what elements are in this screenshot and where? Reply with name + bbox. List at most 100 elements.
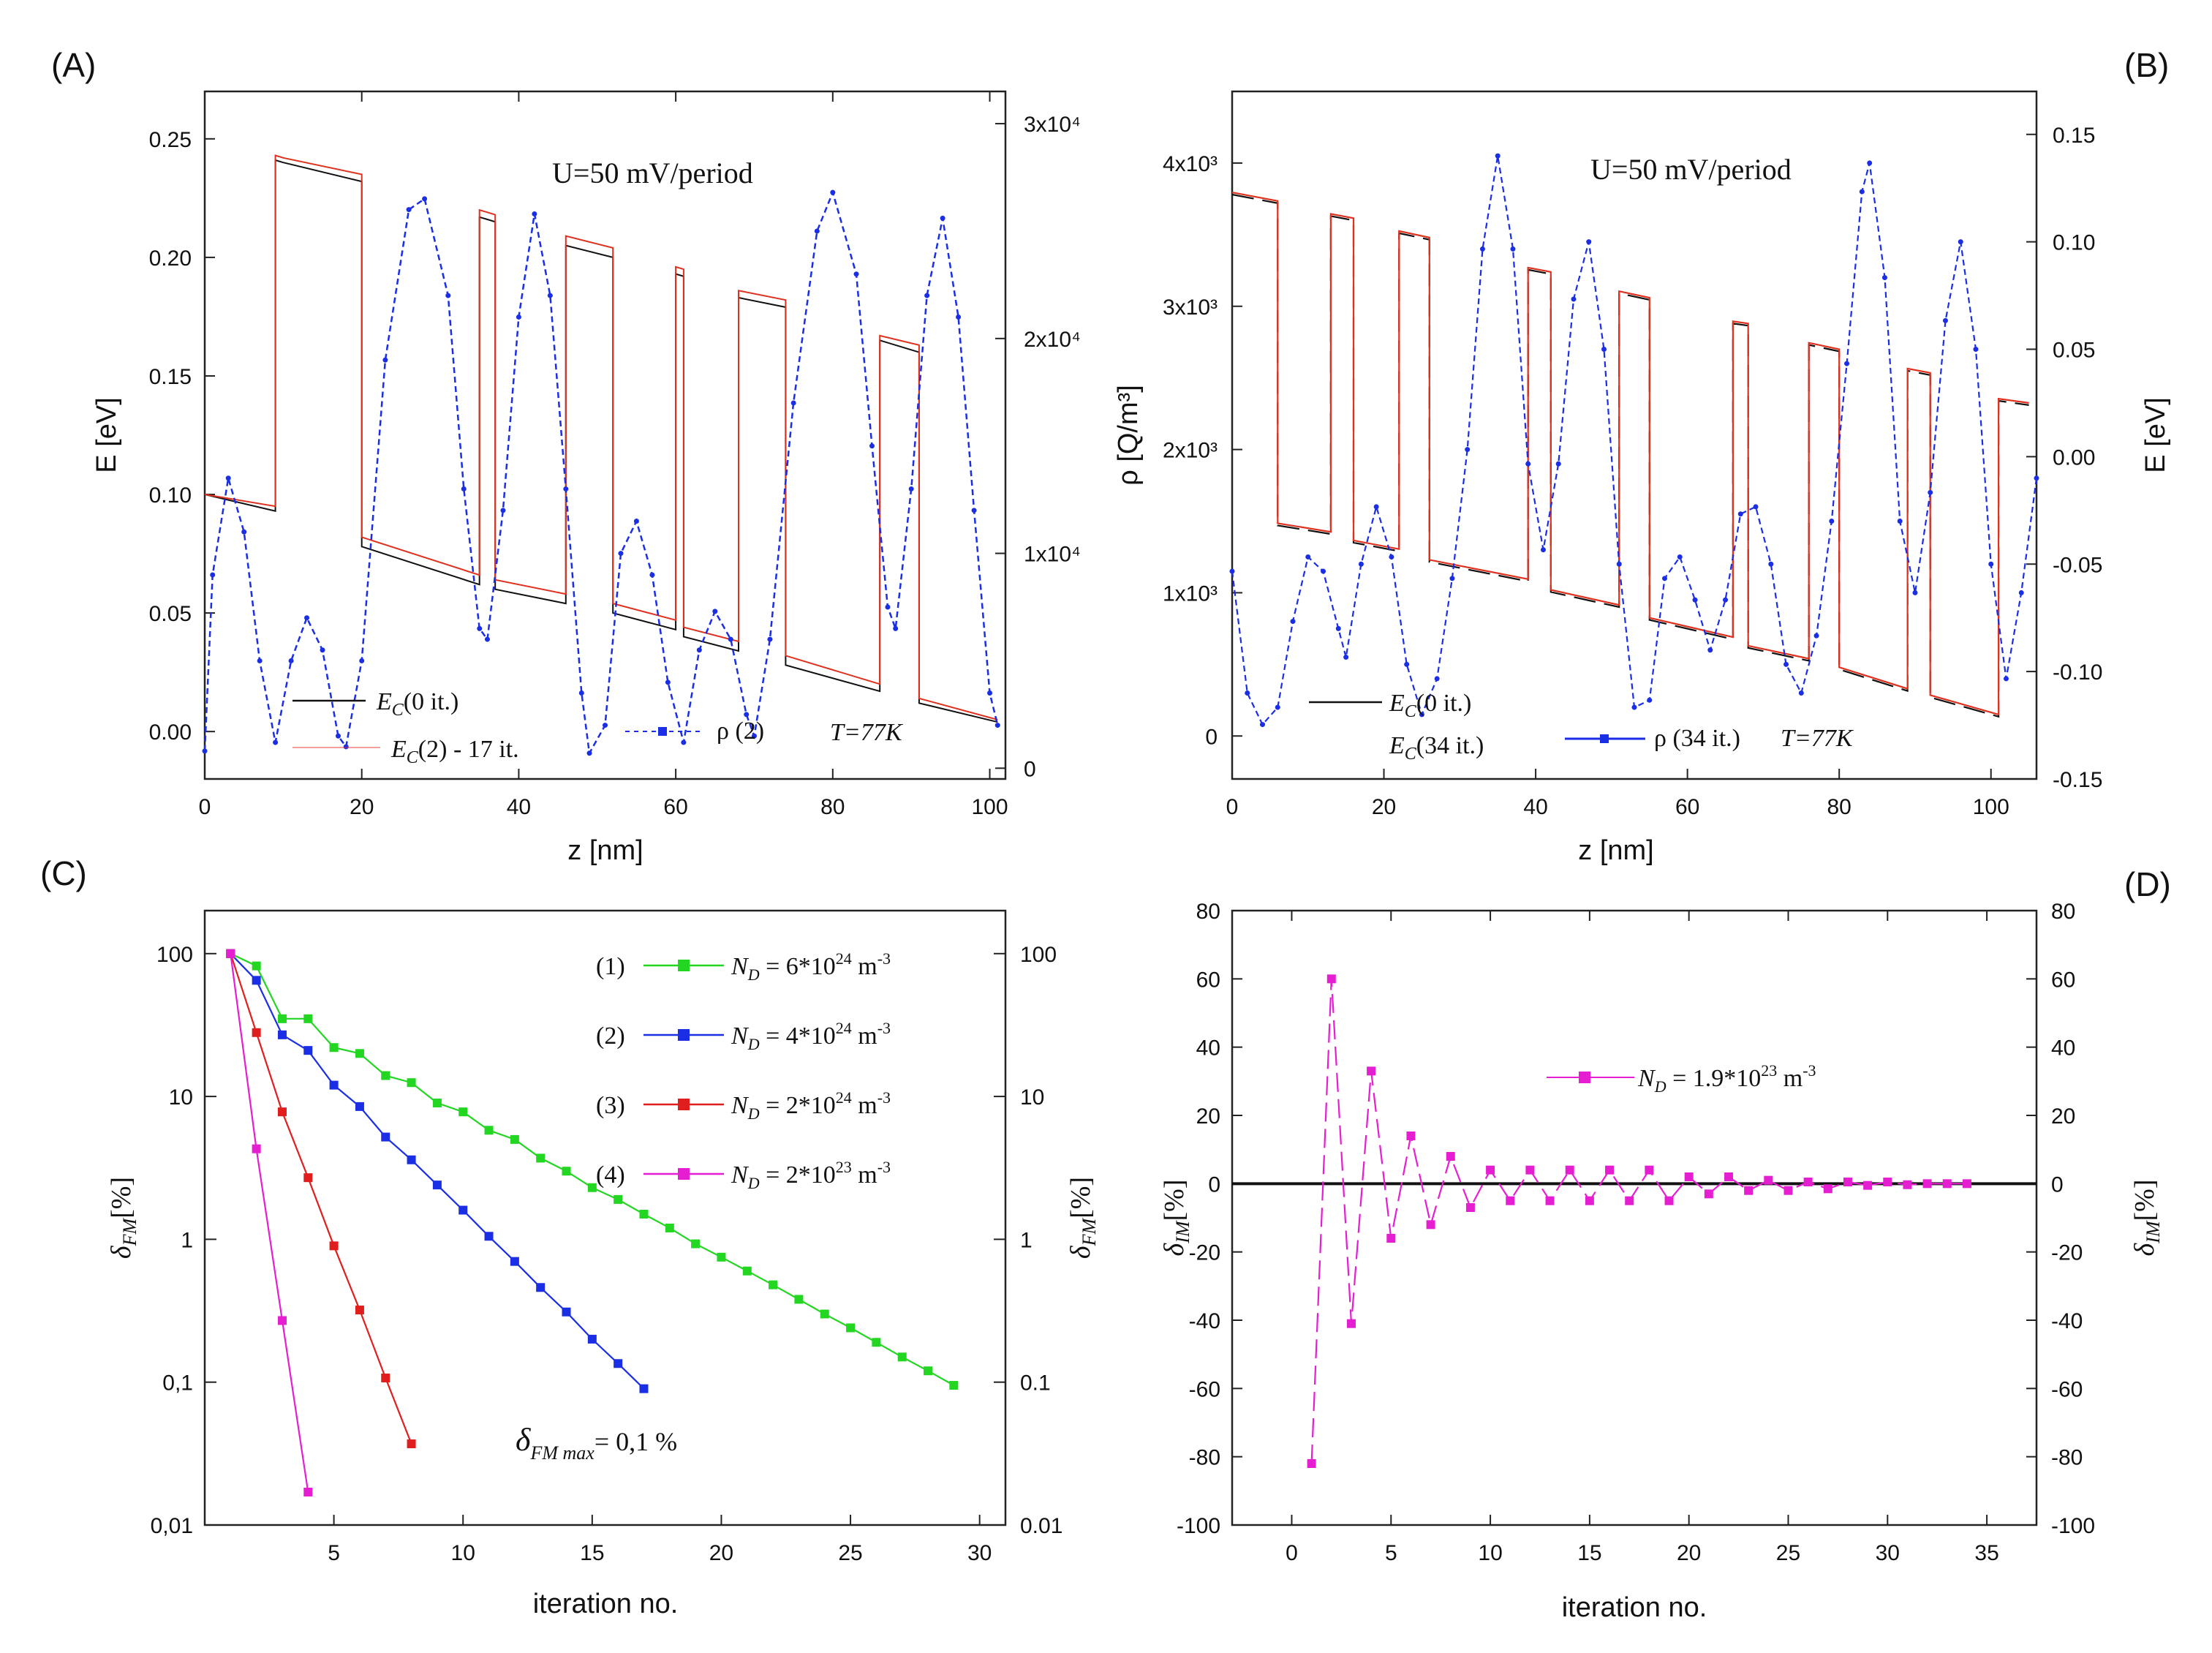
panel-c-point (407, 1155, 416, 1164)
panel-label-b: (B) (2124, 46, 2169, 84)
panel-d-ytick-label: 40 (1196, 1036, 1220, 1061)
panel-a-legend-ec2: EC(2) - 17 it. (390, 736, 519, 767)
panel-a-rho-point (665, 679, 671, 685)
panel-a-rho-point (382, 357, 388, 363)
panel-b-rho-point (1571, 296, 1577, 302)
panel-d-ytick-label: 0 (1208, 1172, 1220, 1197)
panel-d-y2tick-label: -20 (2051, 1241, 2083, 1265)
panel-a-rho-point (744, 712, 750, 718)
panel-d-point (1883, 1178, 1892, 1186)
panel-d-point (1664, 1196, 1674, 1205)
panel-b-y2tick-label: 0.05 (2053, 339, 2095, 363)
panel-a-y2tick-label: 1x10⁴ (1024, 543, 1081, 567)
panel-d-y2tick-label: -80 (2051, 1446, 2083, 1470)
panel-b-ytick-label: 4x10³ (1163, 152, 1218, 176)
panel-a-rho-point (288, 658, 294, 663)
panel-c-point (717, 1252, 726, 1262)
panel-a-rho-point (445, 293, 451, 298)
panel-b-xtick-label: 80 (1827, 795, 1851, 819)
panel-a-chart: 0 20 40 60 80 100 0.00 0.05 0.10 0.15 0.20 0.25 0 1x1… (91, 90, 1081, 866)
panel-a-xtick-label: 40 (507, 795, 531, 819)
panel-b-xtick-label: 40 (1523, 795, 1547, 819)
panel-c-point (252, 1028, 261, 1037)
panel-a-y2tick-label: 3x10⁴ (1024, 113, 1081, 137)
panel-d-point (1465, 1203, 1475, 1212)
panel-c-point (303, 1173, 313, 1183)
panel-d-xtick-label: 5 (1385, 1541, 1397, 1565)
panel-a-rho-point (225, 475, 231, 481)
panel-a-ytick-label: 0.00 (149, 720, 192, 745)
panel-a-rho-point (994, 723, 1000, 728)
panel-c-xtick-label: 20 (709, 1541, 733, 1565)
panel-d-point (1585, 1196, 1594, 1205)
panel-d-y2tick-label: 0 (2051, 1172, 2064, 1197)
panel-a-ytick-label: 0.10 (149, 483, 192, 508)
panel-c-y2tick-label: 0.1 (1020, 1371, 1051, 1396)
panel-d-point (1426, 1220, 1435, 1230)
panel-c-point (794, 1295, 804, 1304)
panel-b-legend-rho-marker (1600, 734, 1609, 743)
panel-a-temperature: T=77K (830, 719, 904, 746)
panel-c-xtick-label: 30 (967, 1541, 992, 1565)
panel-d-point (1724, 1172, 1734, 1181)
panel-c-point (432, 1099, 442, 1108)
panel-c-point (303, 1487, 313, 1496)
panel-b-rho-point (1419, 712, 1424, 718)
panel-d-point (1744, 1186, 1754, 1195)
panel-label-a: (A) (51, 46, 96, 84)
panel-c-point (562, 1307, 571, 1317)
panel-b-rho-point (1867, 160, 1873, 166)
panel-c-point (407, 1439, 416, 1449)
panel-a-rho-point (563, 486, 569, 492)
panel-d-point (1645, 1165, 1654, 1175)
panel-a-rho-point (633, 519, 639, 524)
panel-d-point (1922, 1179, 1932, 1189)
panel-d-y2tick-label: -40 (2051, 1309, 2083, 1333)
panel-a-rho-point (343, 744, 349, 750)
panel-b-ytick-label: 2x10³ (1163, 439, 1218, 463)
panel-a-rho-point (202, 748, 208, 754)
panel-c-legend-label: ND = 6*1024 m-3 (731, 949, 891, 984)
panel-a-rho-point (320, 647, 325, 653)
panel-c-legend-label: ND = 2*1023 m-3 (731, 1158, 891, 1192)
panel-b-rho-point (1783, 661, 1789, 667)
panel-c-series-line (230, 953, 309, 1493)
panel-c-point (742, 1266, 752, 1276)
panel-c-y2tick-label: 100 (1020, 943, 1057, 967)
panel-d-ytick-label: -20 (1189, 1241, 1220, 1265)
panel-c-point (536, 1153, 546, 1163)
panel-a-rho-point (728, 636, 733, 642)
panel-c-xtick-label: 5 (328, 1541, 340, 1565)
panel-d-series (1232, 974, 2037, 1468)
panel-b-rho-point (1768, 561, 1774, 567)
panel-c-point (587, 1183, 597, 1192)
panel-b-rho-point (1465, 447, 1471, 453)
panel-c-point (381, 1071, 390, 1080)
panel-b-voltage-annotation: U=50 mV/period (1590, 153, 1792, 186)
panel-b-rho-point (1434, 676, 1440, 682)
panel-d-point (1783, 1186, 1793, 1195)
panel-a-rho-point (547, 293, 553, 298)
panel-a-series (202, 154, 1000, 756)
panel-a-ylabel: E [eV] (91, 397, 122, 473)
panel-d-point (1704, 1189, 1713, 1199)
panel-b-rho-point (1305, 554, 1311, 560)
panel-d-point (1326, 974, 1336, 984)
panel-c-point (846, 1323, 856, 1333)
panel-c-point (820, 1309, 829, 1319)
panel-c-point (355, 1306, 364, 1315)
panel-c-point (458, 1205, 468, 1215)
panel-d-point (1764, 1175, 1773, 1185)
panel-b-y2tick-label: -0.05 (2053, 553, 2102, 577)
panel-c-legend-marker (678, 960, 690, 971)
panel-a-ticks: 0 20 40 60 80 100 0.00 0.05 0.10 0.15 0.20 0.25 0 1x1… (149, 91, 1081, 819)
panel-b-rho-point (1881, 275, 1887, 281)
panel-a-ytick-label: 0.05 (149, 602, 192, 626)
panel-b-rho-point (1601, 347, 1607, 352)
panel-d-xtick-label: 25 (1776, 1541, 1800, 1565)
panel-d-point (1386, 1234, 1396, 1243)
panel-d-point (1942, 1179, 1952, 1189)
panel-b-rho-point (1844, 361, 1850, 366)
panel-a-rho-point (461, 486, 467, 492)
panel-a-xtick-label: 80 (820, 795, 845, 819)
